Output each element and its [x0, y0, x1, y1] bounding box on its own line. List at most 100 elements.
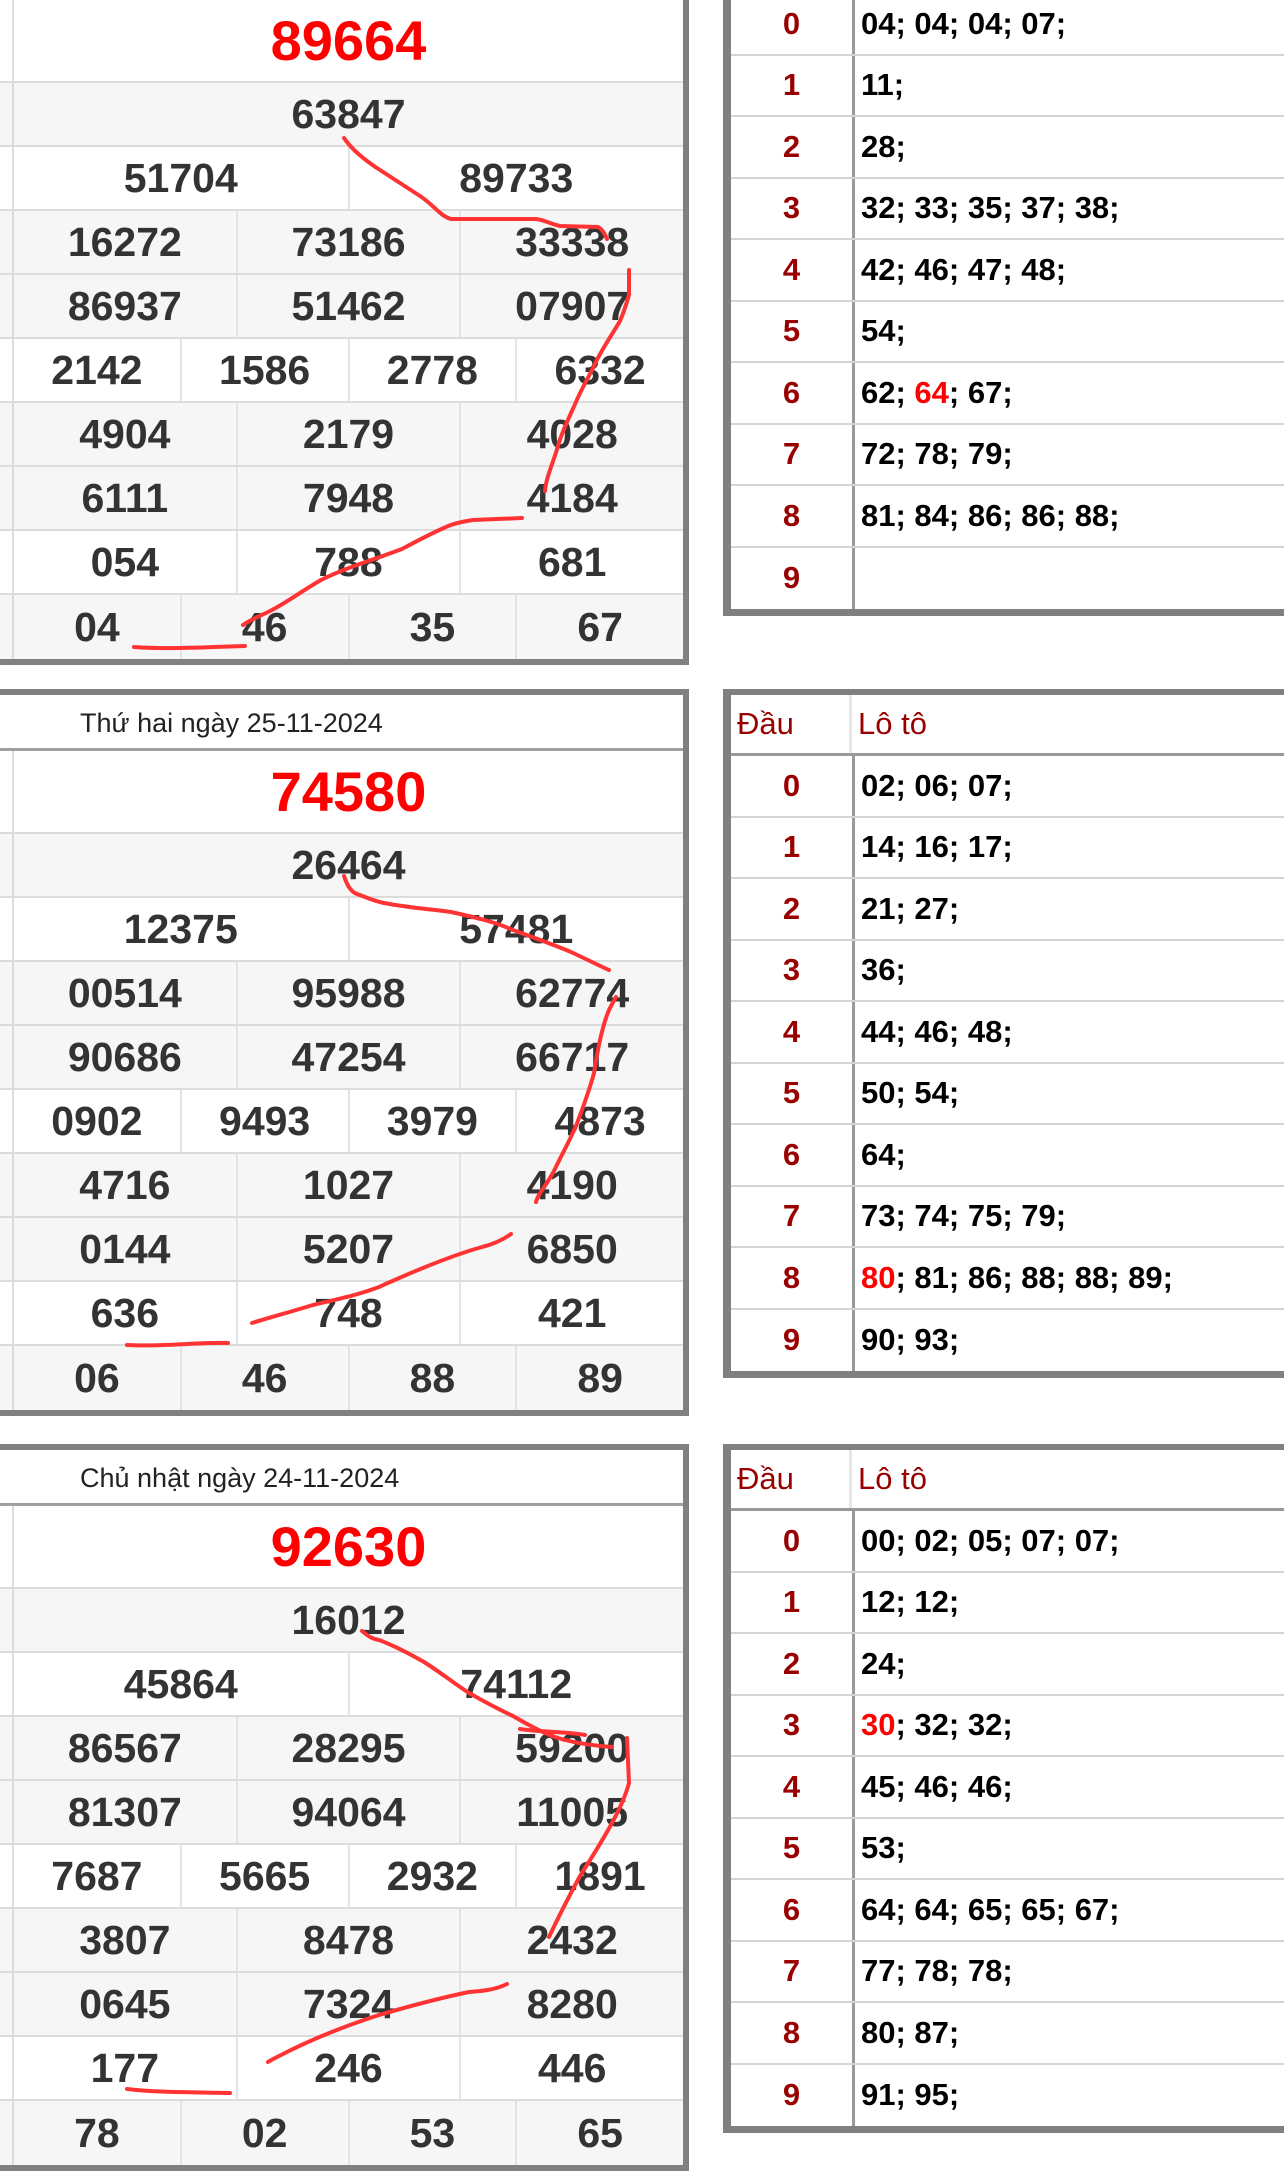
prize-row: 81307 94064 11005 — [0, 1781, 683, 1845]
separator: ; — [948, 497, 968, 533]
loto-number: 42 — [861, 251, 896, 287]
separator: ; — [1002, 1891, 1022, 1927]
prize-number: 4873 — [515, 1090, 683, 1152]
loto-number: 07 — [1021, 1522, 1056, 1558]
separator: ; — [1109, 190, 1120, 226]
prize-row: 16272 73186 33338 — [0, 211, 683, 275]
loto-number: 74 — [914, 1198, 949, 1234]
prize-number: 63847 — [291, 90, 406, 137]
loto-head-digit: 3 — [731, 178, 855, 238]
prize-row: 86567 28295 59200 — [0, 1717, 683, 1781]
special-prize-number: 74580 — [270, 760, 427, 823]
prize-row: 2142 1586 2778 6332 — [0, 339, 683, 403]
separator: ; — [895, 1707, 915, 1743]
separator: ; — [948, 1891, 968, 1927]
prize-table: 89664 63847 51704 89733 16272 73186 33338 86937… — [0, 0, 689, 665]
loto-number: 06 — [914, 767, 949, 803]
separator: ; — [948, 2014, 960, 2050]
row-label-cell — [0, 1154, 14, 1216]
separator: ; — [948, 829, 968, 865]
separator: ; — [895, 251, 915, 287]
prize-number: 65 — [515, 2101, 683, 2165]
prize-number: 47254 — [235, 1026, 460, 1088]
separator: ; — [895, 5, 915, 41]
prize-number: 4904 — [79, 410, 171, 457]
loto-number: 02 — [914, 1522, 949, 1558]
separator: ; — [895, 313, 906, 349]
loto-number: 95 — [914, 2077, 949, 2113]
prize-row: 26464 — [0, 834, 683, 898]
separator: ; — [948, 1322, 960, 1358]
loto-number: 86 — [967, 1259, 1003, 1295]
prize-number: 78 — [74, 2109, 120, 2156]
loto-row: 1 14; 16; 17; — [731, 817, 1284, 879]
prize-number: 4184 — [459, 467, 683, 529]
loto-row: 1 12; 12; — [731, 1572, 1284, 1634]
loto-number: 46 — [967, 1768, 1003, 1804]
loto-head-digit: 8 — [731, 1248, 855, 1308]
prize-row: 04 46 35 67 — [0, 595, 683, 659]
loto-number: 04 — [914, 5, 949, 41]
row-label-cell — [0, 83, 14, 145]
loto-head-digit: 8 — [731, 486, 855, 546]
separator: ; — [895, 1259, 915, 1295]
loto-head-digit: 0 — [731, 756, 855, 816]
loto-values: 24; — [855, 1634, 1284, 1694]
loto-number: 54 — [914, 1075, 949, 1111]
prize-number: 2432 — [459, 1909, 683, 1971]
loto-head-digit: 6 — [731, 363, 855, 423]
separator: ; — [895, 1322, 915, 1358]
loto-values: 02; 06; 07; — [855, 756, 1284, 816]
loto-number: 04 — [861, 5, 896, 41]
separator: ; — [1055, 497, 1075, 533]
row-label-cell — [0, 1346, 14, 1410]
prize-number: 9493 — [179, 1090, 348, 1152]
prize-number: 73186 — [235, 211, 460, 273]
separator: ; — [948, 374, 968, 410]
separator: ; — [1002, 829, 1013, 865]
prize-row: 12375 57481 — [0, 898, 683, 962]
separator: ; — [1002, 1707, 1013, 1743]
separator: ; — [948, 5, 968, 41]
loto-values: 04; 04; 04; 07; — [855, 0, 1284, 54]
prize-number: 89 — [515, 1346, 683, 1410]
loto-values: 50; 54; — [855, 1064, 1284, 1124]
prize-number: 3979 — [347, 1090, 516, 1152]
separator: ; — [1002, 1768, 1013, 1804]
prize-row: 0645 7324 8280 — [0, 1973, 683, 2037]
loto-number: 07 — [1074, 1522, 1110, 1558]
prize-number: 2142 — [51, 346, 143, 393]
loto-number: 44 — [861, 1013, 896, 1049]
prize-number: 177 — [90, 2044, 160, 2091]
loto-head-digit: 8 — [731, 2003, 855, 2063]
loto-number: 38 — [1074, 190, 1110, 226]
row-label-cell — [0, 1589, 14, 1651]
loto-number: 17 — [967, 829, 1003, 865]
separator: ; — [1055, 1891, 1075, 1927]
loto-head-digit: 3 — [731, 1695, 855, 1755]
loto-row: 3 30; 32; 32; — [731, 1695, 1284, 1757]
prize-number: 0144 — [79, 1225, 171, 1272]
separator: ; — [1002, 1522, 1022, 1558]
loto-number: 14 — [861, 829, 896, 865]
prize-number: 90686 — [67, 1033, 182, 1080]
separator: ; — [948, 1259, 968, 1295]
loto-number: 32 — [914, 1707, 949, 1743]
separator: ; — [1055, 1522, 1075, 1558]
loto-row: 1 11; — [731, 55, 1284, 117]
prize-number: 66717 — [459, 1026, 683, 1088]
loto-number-highlight: 80 — [861, 1259, 896, 1295]
row-label-cell — [0, 2101, 14, 2165]
loto-header-row: Đầu Lô tô — [731, 1450, 1284, 1511]
loto-head-digit: 0 — [731, 1511, 855, 1571]
separator: ; — [895, 436, 915, 472]
separator: ; — [895, 1645, 906, 1681]
separator: ; — [895, 1013, 915, 1049]
separator: ; — [948, 1013, 968, 1049]
loto-row: 3 32; 33; 35; 37; 38; — [731, 178, 1284, 240]
loto-number: 64 — [861, 1891, 896, 1927]
prize-number: 6111 — [81, 474, 169, 521]
prize-number: 26464 — [291, 841, 406, 888]
prize-row: 0902 9493 3979 4873 — [0, 1090, 683, 1154]
prize-number: 00514 — [67, 969, 182, 1016]
